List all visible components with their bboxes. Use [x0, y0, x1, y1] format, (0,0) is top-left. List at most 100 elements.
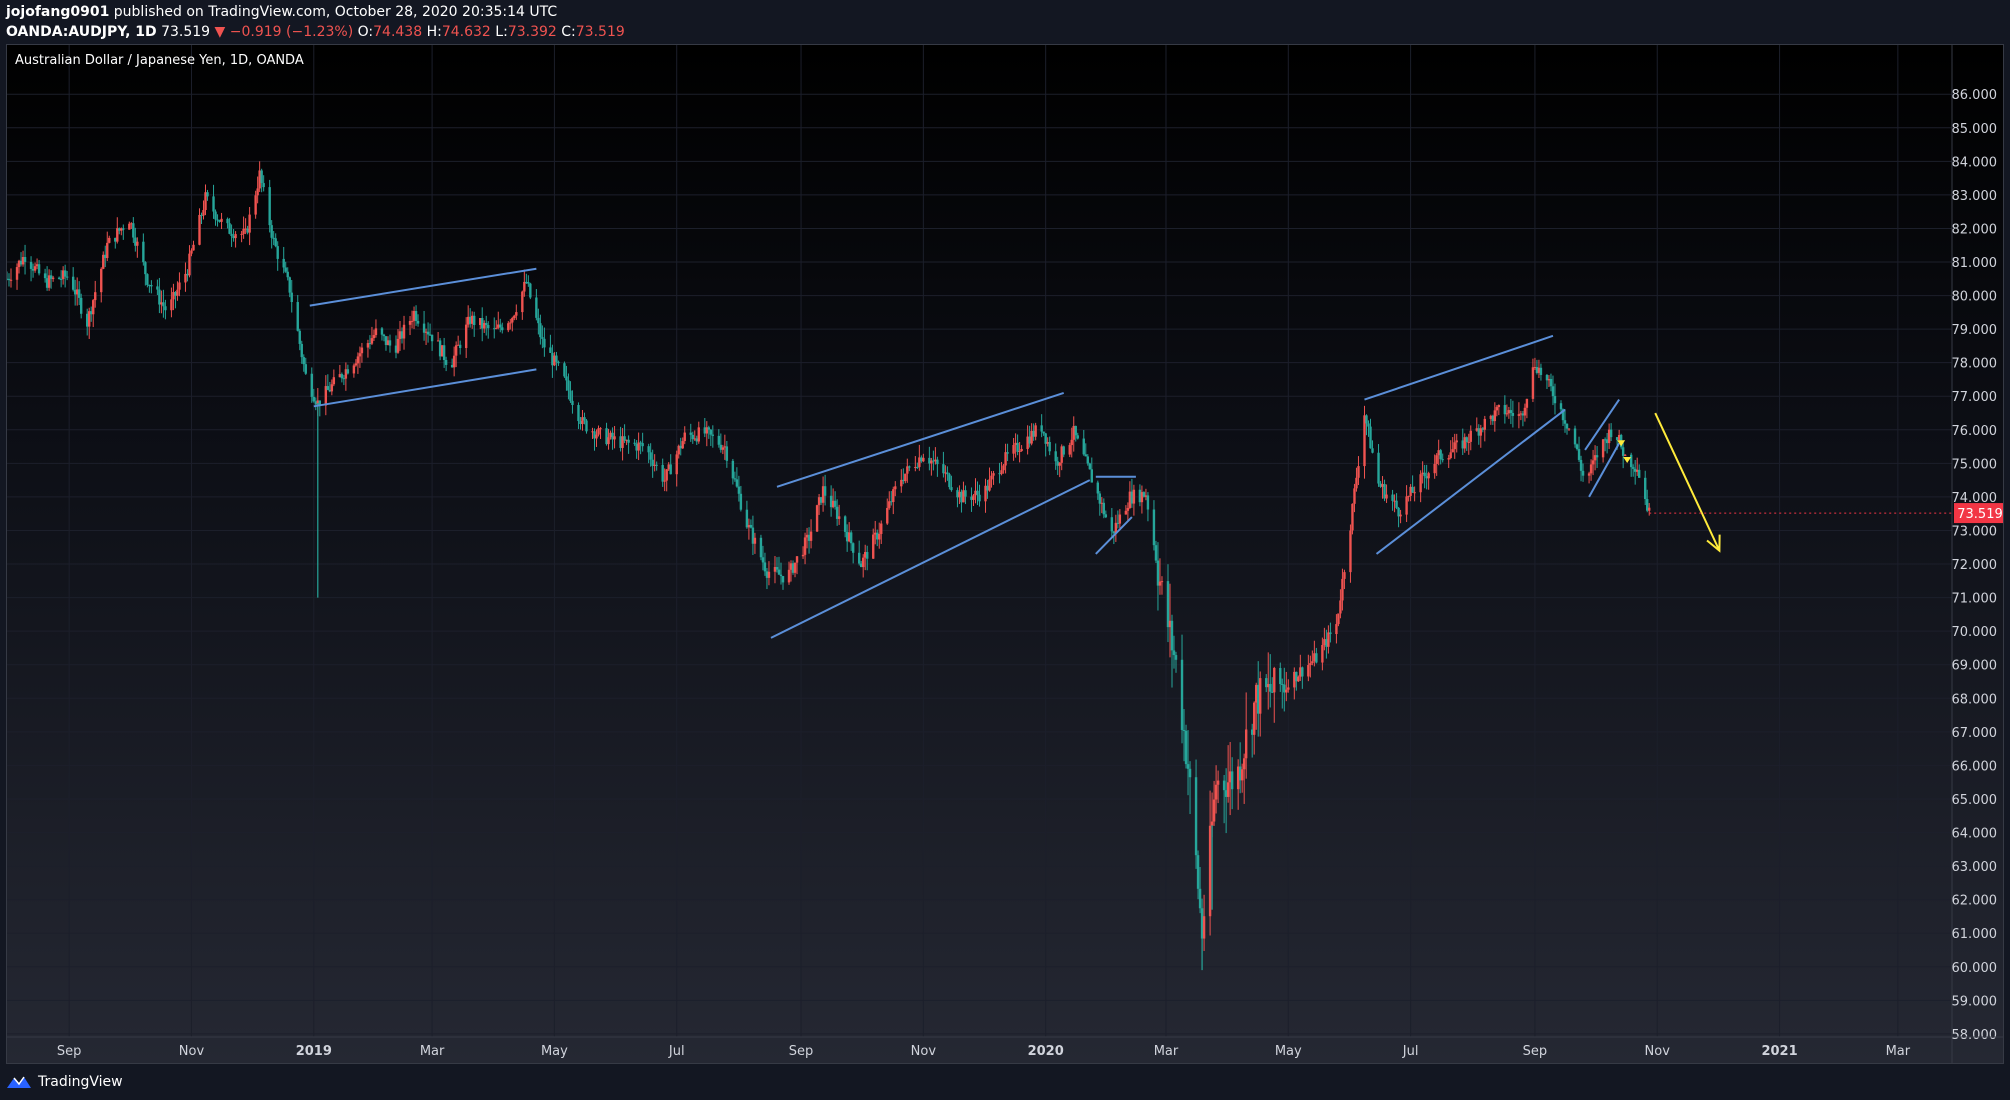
candle-body	[1451, 449, 1454, 453]
candle-body	[1311, 661, 1314, 664]
candle-body	[1593, 455, 1597, 461]
candle-body	[597, 428, 600, 435]
trendline	[1364, 334, 1554, 401]
chart-pane[interactable]: 86.000 85.000 84.000 83.000 82.000 81.000 80.0…	[6, 44, 2004, 1064]
price-chart[interactable]: 86.000 85.000 84.000 83.000 82.000 81.000 80.0…	[7, 45, 2004, 1064]
forecast-arrow-line	[1654, 412, 1721, 552]
candle-body	[436, 340, 440, 342]
candle-body	[296, 302, 299, 331]
candle-body	[585, 420, 588, 432]
x-tick-label: Nov	[179, 1044, 205, 1059]
candle-body	[719, 444, 723, 450]
candle-body	[1615, 437, 1619, 440]
candle-body	[344, 369, 348, 379]
candle-body	[79, 297, 83, 314]
candle-body	[438, 340, 442, 357]
candle-body	[47, 275, 51, 288]
candle-body	[1495, 407, 1499, 411]
candle-body	[63, 270, 67, 277]
candle-body	[609, 432, 612, 438]
down-arrow-icon: ▼	[214, 24, 226, 40]
candle-body	[1152, 509, 1156, 546]
candle-body	[246, 228, 249, 233]
candle-body	[1194, 777, 1198, 856]
candle-body	[988, 479, 991, 491]
candle-body	[1158, 581, 1162, 586]
candle-body	[611, 432, 614, 440]
candle-body	[426, 331, 430, 335]
last-price-badge	[1954, 503, 2003, 524]
x-tick-label: Nov	[1645, 1044, 1671, 1059]
candle-body	[1609, 429, 1613, 438]
candle-body	[481, 318, 484, 329]
candle-body	[136, 241, 139, 246]
candle-body	[1309, 663, 1312, 666]
y-tick-label: 80.000	[1952, 290, 1998, 305]
candle-body	[272, 237, 275, 239]
candle-body	[1224, 790, 1228, 797]
candle-body	[122, 228, 125, 230]
y-tick-label: 68.000	[1952, 692, 1998, 707]
x-tick-label: Nov	[911, 1044, 937, 1059]
candle-body	[1493, 410, 1497, 422]
candle-body	[356, 356, 360, 364]
y-tick-label: 84.000	[1952, 155, 1998, 170]
candle-body	[1315, 653, 1318, 663]
candle-body	[1259, 678, 1262, 714]
x-tick-label: 2020	[1028, 1044, 1064, 1059]
candle-body	[521, 291, 524, 313]
candle-body	[681, 441, 684, 449]
candle-body	[777, 569, 781, 575]
candle-body	[1226, 782, 1230, 797]
publication-header: jojofang0901 published on TradingView.co…	[6, 2, 2010, 42]
candle-body	[1285, 689, 1288, 693]
author-name[interactable]: jojofang0901	[6, 4, 110, 20]
ohlc-low-label: L:	[495, 24, 508, 40]
candle-body	[276, 246, 279, 259]
candle-body	[318, 400, 322, 406]
candle-body	[51, 277, 55, 279]
candle-body	[735, 479, 739, 487]
candle-body	[737, 486, 741, 494]
candle-body	[922, 457, 925, 462]
candle-body	[86, 313, 89, 327]
y-tick-label: 86.000	[1952, 88, 1998, 103]
y-tick-label: 69.000	[1952, 659, 1998, 674]
price-change: −0.919 (−1.23%)	[229, 24, 354, 40]
candle-body	[104, 254, 107, 259]
tradingview-footer[interactable]: TradingView	[6, 1064, 406, 1100]
candle-body	[890, 501, 893, 503]
candle-body	[549, 347, 552, 353]
candle-body	[116, 228, 119, 242]
candle-body	[619, 436, 622, 448]
y-tick-label: 58.000	[1952, 1028, 1998, 1043]
candle-body	[535, 297, 538, 318]
candle-body	[130, 223, 133, 225]
candle-body	[37, 264, 41, 274]
y-tick-label: 77.000	[1952, 390, 1998, 405]
candle-body	[1265, 678, 1268, 688]
ohlc-close-label: C:	[561, 24, 576, 40]
candle-body	[92, 300, 95, 315]
candle-body	[170, 299, 173, 311]
candle-body	[61, 270, 65, 279]
candle-body	[73, 289, 77, 295]
candle-body	[1335, 624, 1338, 635]
candle-body	[1407, 495, 1410, 497]
candle-body	[458, 344, 462, 349]
candle-body	[497, 324, 500, 328]
candle-body	[565, 376, 568, 381]
candle-body	[1238, 766, 1242, 781]
candle-body	[1379, 483, 1382, 487]
candle-body	[613, 436, 616, 440]
y-tick-label: 79.000	[1952, 323, 1998, 338]
candle-body	[964, 490, 967, 497]
symbol-label[interactable]: OANDA:AUDJPY, 1D	[6, 24, 157, 40]
candle-body	[310, 373, 313, 397]
candle-body	[876, 532, 879, 540]
candle-body	[667, 464, 670, 470]
candle-body	[902, 479, 905, 482]
candle-body	[1385, 494, 1388, 499]
candle-body	[998, 473, 1001, 475]
published-info: published on TradingView.com, October 28…	[113, 4, 558, 20]
